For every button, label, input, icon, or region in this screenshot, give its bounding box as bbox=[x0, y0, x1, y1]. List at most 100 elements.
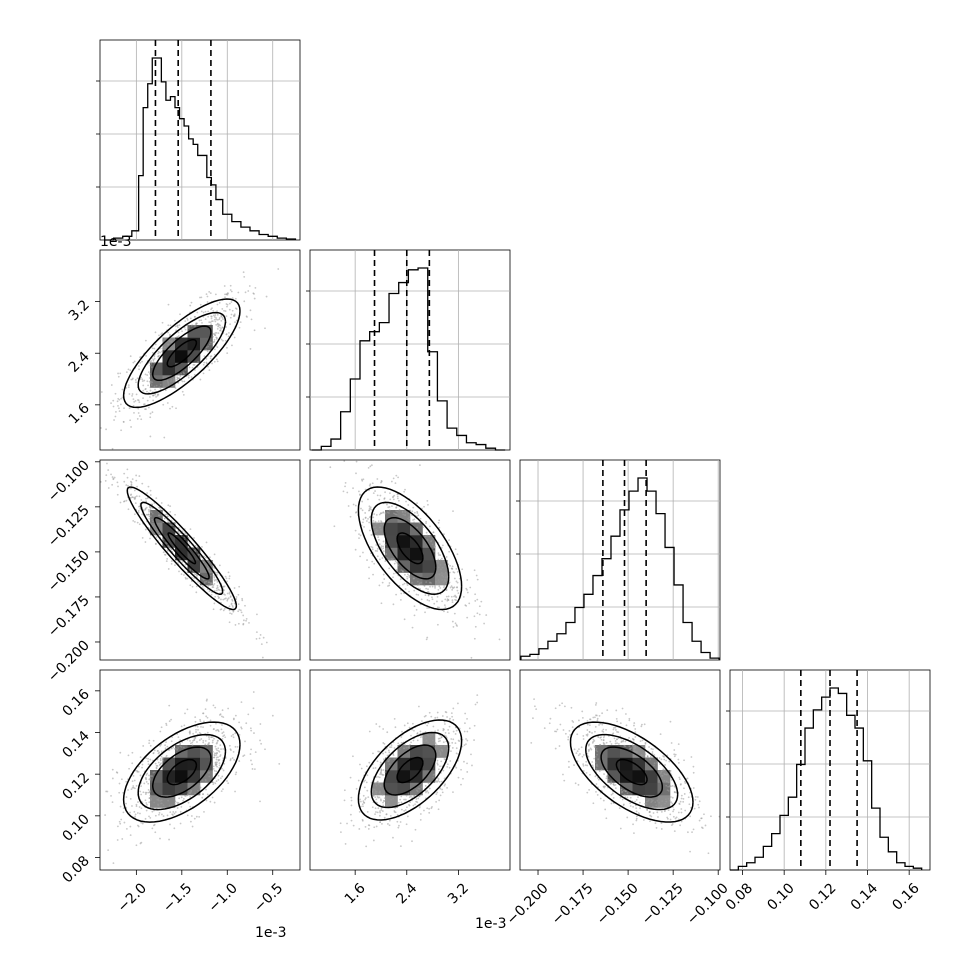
sample-point bbox=[394, 807, 397, 809]
sample-point bbox=[675, 816, 678, 819]
sample-point bbox=[431, 598, 434, 601]
sample-point bbox=[374, 813, 376, 816]
sample-point bbox=[116, 400, 119, 403]
sample-point bbox=[408, 726, 411, 729]
sample-point bbox=[234, 624, 237, 626]
sample-point bbox=[238, 733, 241, 736]
sample-point bbox=[145, 757, 147, 760]
sample-point bbox=[203, 361, 206, 364]
sample-point bbox=[371, 560, 374, 563]
sample-point bbox=[132, 398, 135, 401]
sample-point bbox=[388, 819, 391, 822]
sample-point bbox=[165, 754, 168, 757]
sample-point bbox=[597, 736, 600, 739]
sample-point bbox=[209, 292, 212, 295]
sample-point bbox=[213, 737, 215, 740]
sample-point bbox=[128, 393, 131, 395]
sample-point bbox=[405, 794, 408, 797]
sample-point bbox=[640, 725, 643, 728]
sample-point bbox=[195, 591, 198, 594]
x-tick-label: 0.12 bbox=[806, 880, 839, 913]
sample-point bbox=[400, 808, 403, 811]
x-tick-label: 0.08 bbox=[723, 880, 756, 913]
sample-point bbox=[110, 794, 112, 797]
density-cell bbox=[435, 745, 448, 758]
sample-point bbox=[192, 732, 195, 735]
contour-level-1 bbox=[600, 746, 664, 798]
sample-point bbox=[344, 481, 347, 484]
sample-point bbox=[155, 536, 158, 538]
sample-point bbox=[594, 761, 597, 764]
sample-point bbox=[577, 783, 580, 786]
sample-point bbox=[437, 553, 440, 556]
sample-point bbox=[625, 724, 628, 727]
sample-point bbox=[597, 758, 600, 761]
sample-point bbox=[660, 804, 663, 807]
panel-frame bbox=[309, 669, 511, 871]
sample-point bbox=[434, 586, 436, 589]
sample-point bbox=[605, 777, 608, 780]
sample-point bbox=[586, 791, 589, 794]
sample-point bbox=[133, 400, 136, 403]
sample-point bbox=[138, 401, 141, 404]
sample-point bbox=[368, 761, 371, 764]
sample-point bbox=[378, 814, 381, 817]
sample-point bbox=[149, 790, 152, 793]
sample-point bbox=[206, 744, 209, 747]
sample-point bbox=[689, 815, 692, 818]
sample-point bbox=[691, 831, 693, 834]
sample-point bbox=[129, 419, 132, 422]
sample-point bbox=[167, 343, 169, 346]
sample-point bbox=[438, 780, 441, 783]
sample-point bbox=[220, 315, 223, 318]
sample-point bbox=[533, 698, 535, 701]
sample-point bbox=[400, 736, 403, 738]
sample-point bbox=[233, 314, 236, 317]
sample-point bbox=[229, 748, 232, 751]
sample-point bbox=[439, 559, 442, 561]
sample-point bbox=[213, 801, 216, 804]
y-tick-label: −0.125 bbox=[45, 502, 93, 550]
sample-point bbox=[260, 643, 263, 646]
sample-point bbox=[664, 764, 666, 766]
sample-point bbox=[601, 712, 604, 715]
sample-point bbox=[154, 388, 156, 391]
sample-point bbox=[624, 740, 627, 743]
sample-point bbox=[594, 730, 596, 733]
sample-point bbox=[156, 798, 159, 801]
sample-point bbox=[698, 819, 701, 822]
sample-point bbox=[634, 728, 637, 730]
sample-point bbox=[214, 595, 217, 598]
sample-point bbox=[271, 714, 274, 717]
sample-point bbox=[388, 758, 391, 761]
sample-point bbox=[644, 742, 647, 745]
sample-point bbox=[696, 796, 699, 798]
sample-point bbox=[128, 767, 130, 770]
sample-point bbox=[662, 769, 665, 772]
density-cell bbox=[422, 770, 436, 783]
hist-panel-2 bbox=[516, 459, 721, 661]
sample-point bbox=[415, 608, 418, 611]
sample-point bbox=[218, 764, 221, 767]
sample-point bbox=[215, 754, 218, 756]
sample-point bbox=[434, 730, 437, 733]
sample-point bbox=[460, 783, 462, 786]
sample-point bbox=[189, 805, 192, 808]
sample-point bbox=[386, 731, 389, 734]
sample-point bbox=[419, 736, 422, 739]
density-cell bbox=[397, 535, 411, 548]
sample-point bbox=[595, 790, 597, 793]
sample-point bbox=[203, 355, 206, 358]
sample-point bbox=[448, 766, 451, 769]
sample-point bbox=[199, 296, 201, 299]
y-tick-label: −0.175 bbox=[45, 592, 93, 640]
sample-point bbox=[210, 323, 213, 326]
sample-point bbox=[395, 506, 398, 509]
sample-point bbox=[235, 308, 238, 310]
sample-point bbox=[215, 589, 218, 592]
sample-point bbox=[469, 586, 472, 589]
sample-point bbox=[129, 494, 132, 497]
sample-point bbox=[443, 560, 446, 563]
sample-point bbox=[243, 754, 246, 757]
sample-point bbox=[137, 509, 140, 512]
